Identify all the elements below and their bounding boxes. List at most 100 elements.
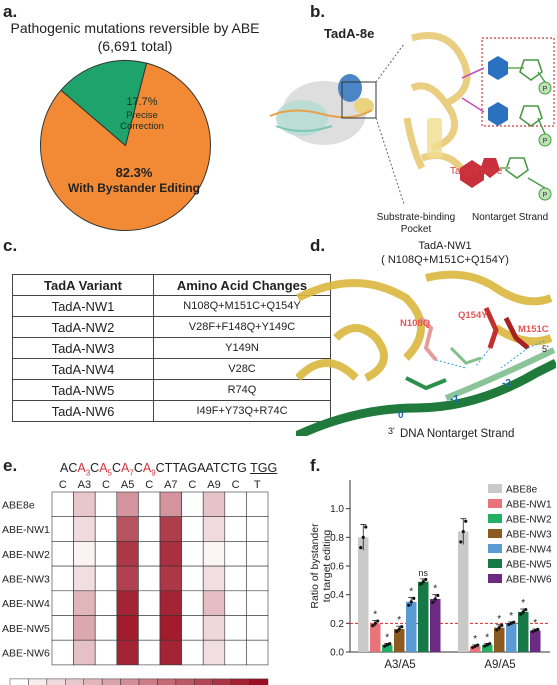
pocket-box bbox=[481, 37, 555, 127]
heatmap-cell bbox=[116, 639, 139, 666]
nontarget-strand-label: Nontarget Strand bbox=[472, 212, 549, 223]
colorbar-segment bbox=[120, 678, 140, 685]
pie-title: Pathogenic mutations reversible by ABE bbox=[10, 20, 260, 36]
bar bbox=[406, 601, 417, 652]
colorbar-segment bbox=[194, 678, 213, 685]
data-point bbox=[361, 535, 365, 539]
sequence-position-subscript: 9 bbox=[151, 468, 156, 478]
heatmap-cell bbox=[116, 516, 139, 542]
heatmap-cell bbox=[246, 491, 269, 518]
heatmap-cell bbox=[94, 639, 118, 666]
data-point bbox=[385, 643, 389, 647]
heatmap-row-label: ABE-NW5 bbox=[2, 623, 50, 635]
heatmap-cell bbox=[202, 516, 226, 542]
legend-swatch bbox=[488, 574, 502, 583]
data-point bbox=[476, 643, 480, 647]
heatmap-col-label: C bbox=[145, 479, 153, 491]
position-minus2: -2 bbox=[502, 378, 511, 389]
panel-label-e: e. bbox=[3, 456, 18, 475]
legend-swatch bbox=[488, 559, 502, 568]
legend-swatch bbox=[488, 484, 502, 493]
structure-illustration-b: TadA-8e P P P Target base bbox=[269, 26, 555, 205]
data-point bbox=[500, 623, 504, 627]
variant-changes: V28F+F148Q+Y149C bbox=[153, 316, 331, 338]
sequence-segment: C bbox=[133, 461, 143, 475]
sequence-segment: A bbox=[77, 461, 86, 475]
heatmap-cell bbox=[202, 615, 226, 641]
significance-label: * bbox=[533, 618, 537, 629]
heatmap-cell bbox=[94, 516, 118, 542]
heatmap-cell bbox=[51, 541, 74, 567]
variant-changes: I49F+Y73Q+R74C bbox=[153, 400, 331, 422]
panel-label-f: f. bbox=[310, 456, 321, 475]
y-tick-label: 0.6 bbox=[330, 562, 344, 573]
table-header-row: TadA Variant Amino Acid Changes bbox=[12, 274, 331, 296]
complex-overview bbox=[269, 74, 377, 145]
x-category-label: A9/A5 bbox=[484, 659, 515, 671]
sequence-segment: C bbox=[90, 461, 100, 475]
heatmap-cell bbox=[202, 491, 226, 518]
colorbar-segment bbox=[175, 678, 195, 685]
table-row: TadA-NW5 R74Q bbox=[12, 379, 331, 401]
heatmap-cell bbox=[116, 565, 139, 592]
pocket-label-line2: Pocket bbox=[400, 224, 432, 235]
data-point bbox=[524, 607, 528, 612]
heatmap-cell bbox=[138, 565, 161, 592]
panel-d-title: TadA-NW1 bbox=[418, 240, 472, 252]
legend-swatch bbox=[488, 514, 502, 523]
heatmap-cell bbox=[73, 516, 96, 542]
bar bbox=[506, 623, 517, 652]
legend-label: ABE-NW4 bbox=[506, 545, 552, 556]
sequence-segment: A bbox=[121, 461, 130, 475]
variant-changes: V28C bbox=[153, 358, 331, 380]
y-axis-label: Ratio of bystander bbox=[309, 523, 321, 609]
heatmap-cell bbox=[202, 639, 226, 666]
protospacer-sequence: ACA3CA5CA7CA9CTTAGAATCTG TGG bbox=[60, 461, 277, 478]
data-point bbox=[383, 644, 387, 648]
data-point bbox=[419, 582, 423, 586]
heatmap-col-label: A9 bbox=[207, 479, 220, 491]
phosphate-1: P bbox=[543, 86, 548, 93]
heatmap-col-label: A5 bbox=[121, 479, 134, 491]
heatmap-row-label: ABE-NW3 bbox=[2, 573, 50, 585]
heatmap-cell bbox=[51, 516, 74, 542]
legend-label: ABE-NW5 bbox=[506, 560, 552, 571]
heatmap-cell bbox=[138, 590, 161, 616]
tada8e-label: TadA-8e bbox=[324, 26, 374, 41]
data-point bbox=[536, 627, 540, 631]
target-base-label: Target base bbox=[450, 166, 503, 177]
significance-label: * bbox=[485, 632, 489, 643]
heatmap-col-label: T bbox=[254, 479, 261, 491]
data-point bbox=[433, 597, 437, 601]
y-tick-label: 0.0 bbox=[330, 648, 344, 659]
heatmap-col-label: C bbox=[188, 479, 196, 491]
pie-bystander-pct: 82.3% bbox=[116, 165, 153, 180]
heatmap-cell bbox=[138, 541, 161, 567]
heatmap-cell bbox=[116, 491, 139, 518]
sequence-segment: A bbox=[142, 461, 152, 475]
heatmap-cell bbox=[224, 639, 247, 666]
data-point bbox=[533, 628, 537, 633]
colorbar-segment bbox=[28, 678, 48, 685]
heatmap-cell bbox=[116, 541, 139, 567]
legend-swatch bbox=[488, 499, 502, 508]
data-point bbox=[407, 603, 411, 607]
heatmap-cell bbox=[73, 491, 96, 518]
bar bbox=[458, 531, 469, 652]
heatmap-cell bbox=[138, 615, 161, 641]
panel-label-d: d. bbox=[310, 236, 326, 255]
significance-label: * bbox=[509, 611, 513, 622]
heatmap-row-label: ABE-NW6 bbox=[2, 648, 50, 660]
heatmap-cell bbox=[94, 541, 118, 567]
phosphate-3: P bbox=[543, 192, 548, 199]
significance-label: * bbox=[473, 634, 477, 645]
bar bbox=[530, 630, 541, 652]
heatmap-cell bbox=[181, 615, 204, 641]
heatmap-cell bbox=[246, 590, 269, 616]
pie-chart: 17.7% Precise Correction 82.3% With Byst… bbox=[40, 60, 211, 231]
variant-name: TadA-NW4 bbox=[12, 358, 154, 380]
dna-backbone-dark bbox=[296, 358, 556, 436]
data-point bbox=[364, 525, 368, 529]
heatmap-col-label: A3 bbox=[78, 479, 91, 491]
pam-sequence: TGG bbox=[250, 461, 278, 475]
